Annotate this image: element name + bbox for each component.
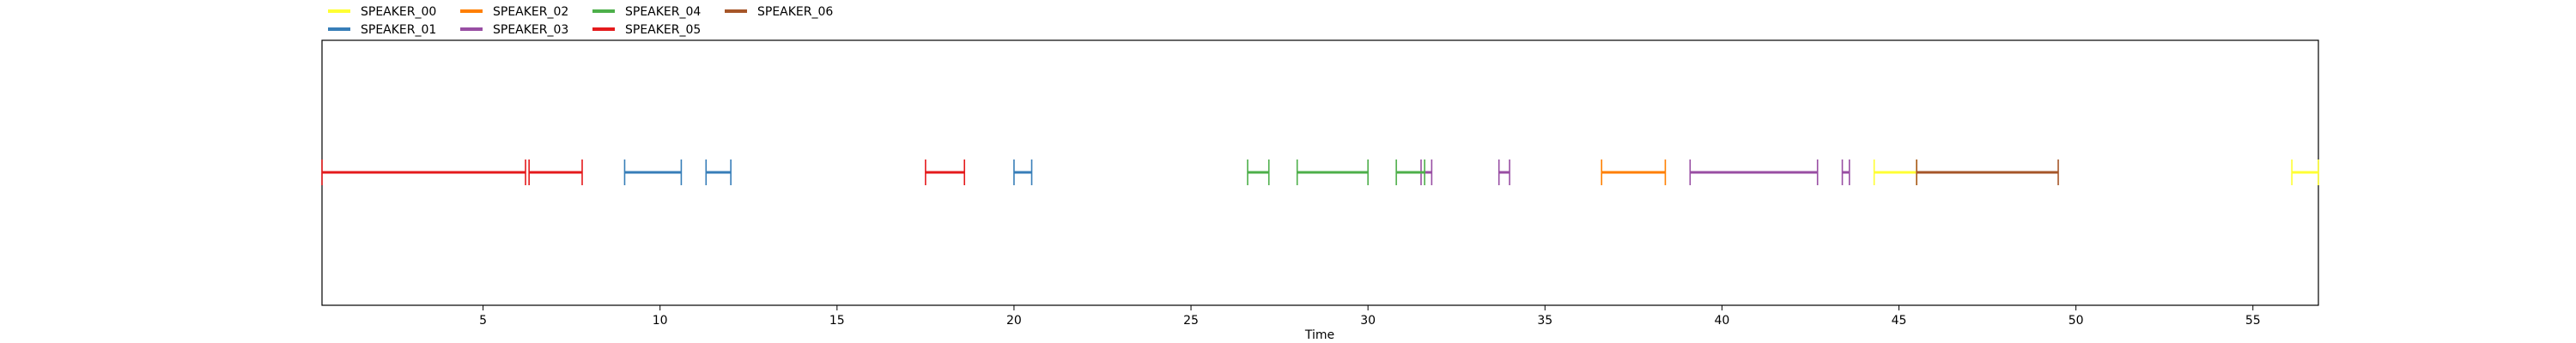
segment-speaker_01: [705, 159, 732, 185]
x-tick-label: 5: [479, 314, 487, 328]
legend-label: SPEAKER_04: [625, 5, 701, 19]
segment-speaker_03: [1689, 159, 1819, 185]
segment-speaker_02: [1601, 159, 1667, 185]
x-tick-label: 15: [829, 314, 845, 328]
x-tick-label: 55: [2245, 314, 2261, 328]
legend-label: SPEAKER_02: [493, 5, 568, 19]
segment-speaker_06: [1916, 159, 2059, 185]
x-tick-label: 10: [653, 314, 668, 328]
segments-layer: [321, 159, 2319, 185]
segment-speaker_05: [925, 159, 966, 185]
segment-speaker_00: [2291, 159, 2319, 185]
legend-label: SPEAKER_05: [625, 23, 701, 37]
legend-label: SPEAKER_06: [757, 5, 833, 19]
segment-speaker_03: [1498, 159, 1510, 185]
segment-speaker_01: [623, 159, 683, 185]
legend-label: SPEAKER_03: [493, 23, 568, 37]
legend: SPEAKER_00 SPEAKER_01 SPEAKER_02 SPEAKER_03…: [328, 5, 833, 37]
segment-speaker_04: [1296, 159, 1369, 185]
segment-speaker_01: [1013, 159, 1033, 185]
x-tick-label: 45: [1892, 314, 1907, 328]
segment-speaker_03: [1841, 159, 1850, 185]
x-axis-label: Time: [1304, 328, 1334, 342]
x-axis: 5 10 15 20 25 30 35 40 45 50 55: [479, 305, 2261, 328]
x-tick-label: 20: [1006, 314, 1022, 328]
segment-speaker_05: [528, 159, 583, 185]
x-tick-label: 35: [1537, 314, 1552, 328]
x-tick-label: 40: [1714, 314, 1729, 328]
segment-speaker_05: [321, 159, 526, 185]
x-tick-label: 25: [1183, 314, 1199, 328]
segment-speaker_04: [1247, 159, 1270, 185]
segment-speaker_04: [1395, 159, 1425, 185]
legend-label: SPEAKER_01: [361, 23, 436, 37]
x-tick-label: 30: [1360, 314, 1376, 328]
x-tick-label: 50: [2069, 314, 2084, 328]
legend-label: SPEAKER_00: [361, 5, 436, 19]
